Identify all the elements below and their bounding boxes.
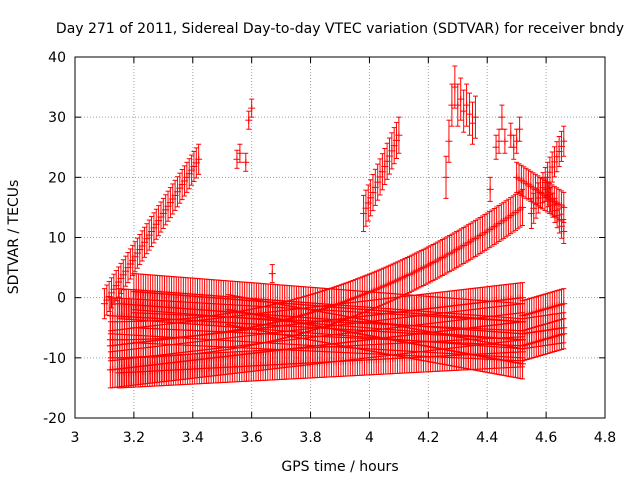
data-point [166,187,174,219]
data-point [388,132,396,170]
data-point [498,104,506,130]
data-point [492,134,500,160]
data-point [501,128,509,154]
data-point [155,205,163,237]
data-layer [100,65,568,389]
data-point [497,203,505,241]
data-point [133,237,141,269]
data-point [131,241,139,273]
data-point [381,147,389,186]
data-point [192,147,200,179]
data-point [152,208,160,240]
data-point [145,219,153,251]
data-point [457,77,465,121]
data-point [362,189,370,227]
data-point [486,211,494,249]
data-point [509,195,517,233]
data-point [451,65,459,109]
data-point [245,110,253,130]
data-point [268,264,276,284]
data-point [385,137,393,175]
data-point [242,152,250,172]
data-point [520,166,528,198]
data-point [415,251,423,289]
data-point [173,176,181,208]
data-point [157,201,165,233]
data-point [466,92,474,136]
data-point [514,192,522,230]
data-point [471,95,479,139]
data-point [398,259,406,297]
data-point [524,169,532,201]
data-point [471,219,479,257]
data-point [490,208,498,246]
data-point [378,153,386,191]
data-point [431,242,439,280]
data-point [511,193,519,231]
data-point [560,125,568,157]
data-point [159,197,167,229]
data-point [181,165,189,197]
data-point [483,212,491,250]
data-point [143,223,151,255]
data-point [551,197,559,223]
data-point [393,121,401,159]
data-point [442,155,450,199]
data-point [395,116,403,154]
data-point [236,143,244,163]
data-point [516,116,524,142]
data-point [195,143,203,175]
data-point [383,142,391,180]
data-point [188,154,196,186]
data-point [510,134,518,160]
data-point [454,83,462,127]
data-point [463,83,471,127]
data-point [488,209,496,247]
data-point [445,119,453,163]
data-point [124,252,132,284]
data-point [455,229,463,267]
data-point [164,190,172,222]
data-point [486,176,494,202]
data-point [390,127,398,165]
data-point [448,83,456,127]
data-point [129,244,137,276]
data-point [502,200,510,238]
data-point [560,218,568,245]
data-point [100,288,108,320]
data-point [550,185,558,217]
data-point [460,89,468,133]
data-point [422,247,430,285]
data-point [479,215,487,253]
data-point [532,173,540,205]
data-point [519,188,527,226]
data-point [136,233,144,266]
data-point [481,214,489,252]
data-point [371,168,379,206]
data-point [462,225,470,263]
data-point [460,226,468,265]
data-point [474,218,482,256]
data-point [429,243,437,282]
data-point [374,163,382,201]
data-point [544,182,552,208]
data-point [248,98,256,118]
data-point [469,101,476,145]
data-point [493,206,501,244]
